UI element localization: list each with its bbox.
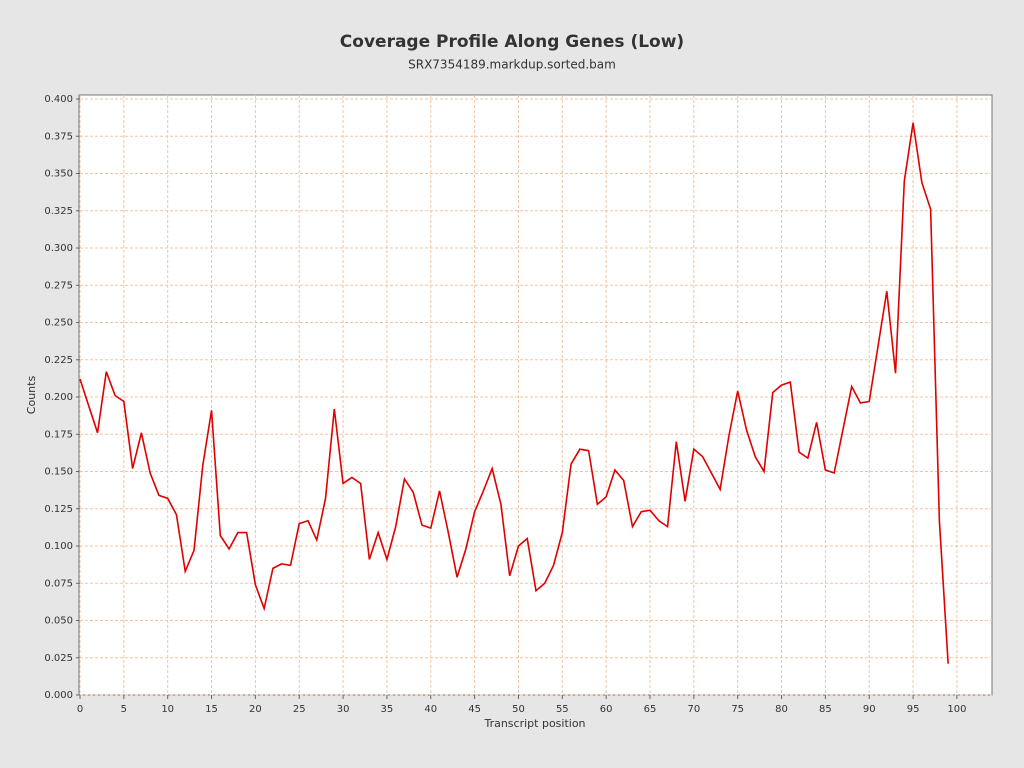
x-tick-label: 65 bbox=[644, 704, 657, 715]
chart-title: Coverage Profile Along Genes (Low) bbox=[340, 32, 684, 52]
y-tick-label: 0.075 bbox=[44, 578, 73, 589]
x-tick-label: 20 bbox=[249, 704, 262, 715]
x-tick-label: 55 bbox=[556, 704, 569, 715]
x-tick-label: 35 bbox=[381, 704, 394, 715]
y-tick-label: 0.375 bbox=[44, 131, 73, 142]
y-tick-label: 0.050 bbox=[44, 616, 73, 627]
y-tick-label: 0.100 bbox=[44, 541, 73, 552]
x-tick-label: 50 bbox=[512, 704, 525, 715]
x-tick-label: 30 bbox=[337, 704, 350, 715]
y-tick-label: 0.200 bbox=[44, 392, 73, 403]
x-tick-label: 90 bbox=[863, 704, 876, 715]
x-tick-label: 0 bbox=[77, 704, 83, 715]
y-tick-label: 0.250 bbox=[44, 318, 73, 329]
x-tick-label: 80 bbox=[775, 704, 788, 715]
x-tick-label: 100 bbox=[947, 704, 966, 715]
x-tick-label: 15 bbox=[205, 704, 218, 715]
x-tick-label: 85 bbox=[819, 704, 832, 715]
x-tick-label: 5 bbox=[121, 704, 127, 715]
y-tick-label: 0.325 bbox=[44, 206, 73, 217]
data-line bbox=[79, 122, 949, 664]
y-tick-label: 0.000 bbox=[44, 690, 73, 701]
x-tick-label: 25 bbox=[293, 704, 306, 715]
y-tick-label: 0.225 bbox=[44, 355, 73, 366]
x-tick-label: 45 bbox=[468, 704, 481, 715]
y-tick-label: 0.400 bbox=[44, 94, 73, 105]
y-tick-label: 0.350 bbox=[44, 169, 73, 180]
x-tick-label: 70 bbox=[687, 704, 700, 715]
x-tick-label: 95 bbox=[907, 704, 920, 715]
y-tick-label: 0.275 bbox=[44, 280, 73, 291]
y-tick-label: 0.025 bbox=[44, 653, 73, 664]
y-tick-label: 0.175 bbox=[44, 429, 73, 440]
x-tick-label: 75 bbox=[731, 704, 744, 715]
chart-subtitle: SRX7354189.markdup.sorted.bam bbox=[408, 58, 616, 72]
y-tick-label: 0.150 bbox=[44, 467, 73, 478]
y-axis-label: Counts bbox=[25, 376, 38, 415]
x-tick-label: 40 bbox=[424, 704, 437, 715]
plot-area bbox=[78, 94, 993, 696]
y-tick-label: 0.125 bbox=[44, 504, 73, 515]
x-axis-label: Transcript position bbox=[483, 717, 585, 730]
x-tick-label: 10 bbox=[161, 704, 174, 715]
x-tick-label: 60 bbox=[600, 704, 613, 715]
y-tick-label: 0.300 bbox=[44, 243, 73, 254]
